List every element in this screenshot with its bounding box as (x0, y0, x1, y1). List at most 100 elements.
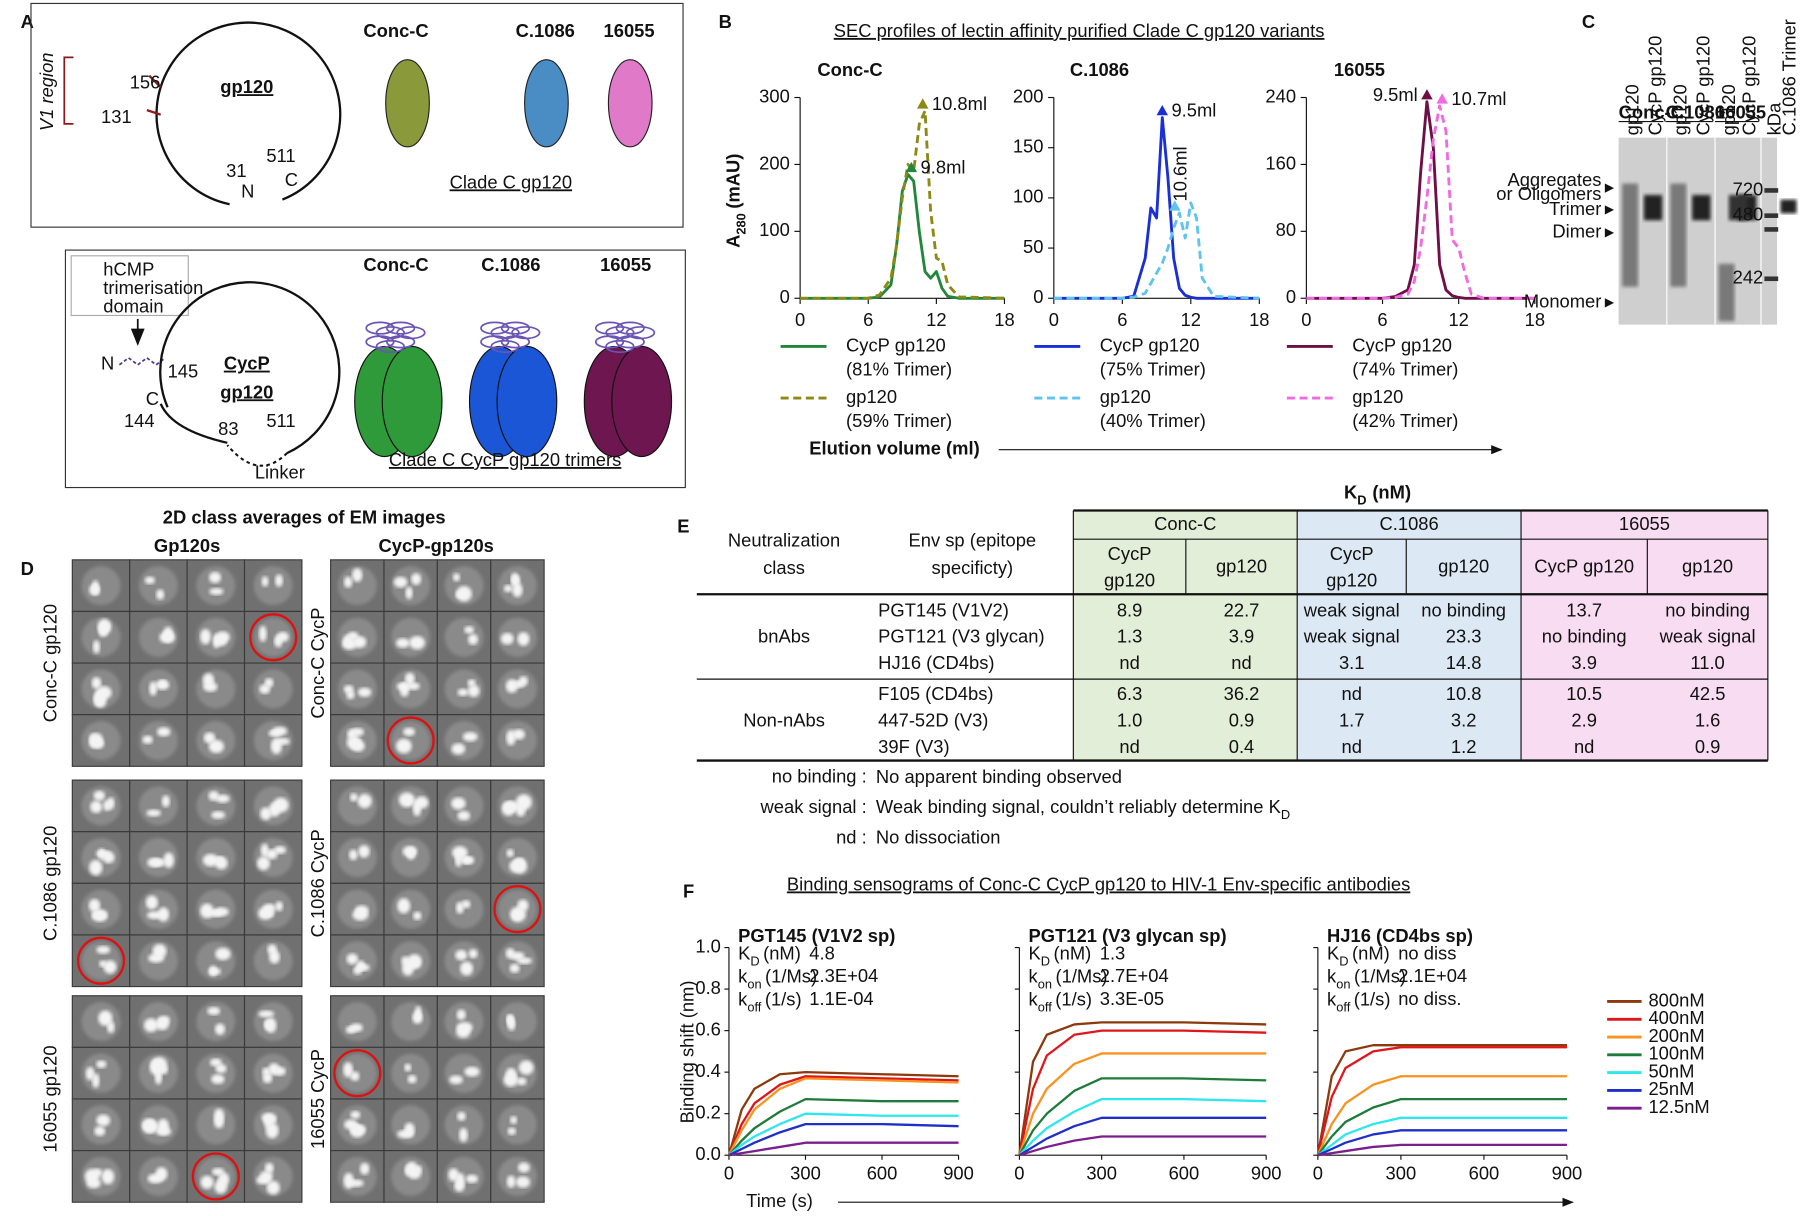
x-tick-label: 600 (1169, 1163, 1200, 1184)
em-halo (253, 669, 293, 709)
kd-cell: 3.9 (1229, 626, 1255, 647)
residue: 511 (266, 410, 295, 431)
lane-label: gp120 (1670, 84, 1691, 135)
em-halo (337, 1156, 377, 1196)
em-density (256, 1176, 271, 1185)
footnote-key: no binding : (772, 766, 867, 787)
em-density (156, 589, 165, 600)
peak-label: 9.5ml (1373, 84, 1418, 105)
helix (480, 321, 510, 335)
gel-smear (1622, 183, 1639, 287)
em-density (516, 957, 533, 965)
lane-label: gp120 (1718, 84, 1739, 135)
em-density (101, 1169, 115, 1185)
em-density (142, 735, 153, 744)
helix (386, 321, 416, 335)
legend-label: 400nM (1648, 1007, 1704, 1028)
em-density (90, 800, 103, 814)
em-halo (337, 1002, 377, 1042)
em-density (460, 961, 474, 976)
x-tick-label: 0 (1014, 1163, 1024, 1184)
row-label: Conc-C CycP (307, 607, 328, 718)
antibody-cell: PGT121 (V3 glycan) (878, 626, 1044, 647)
em-halo (444, 617, 484, 657)
kd-cell: 23.3 (1446, 626, 1482, 647)
x-tick-label: 900 (1251, 1163, 1282, 1184)
sensogram (728, 1122, 959, 1157)
domain-label: domain (103, 295, 163, 316)
y-tick-label: 80 (1276, 219, 1296, 240)
helix (594, 321, 625, 335)
peak-marker (905, 161, 918, 173)
sec-trace (1053, 116, 1260, 300)
sub-header: gp120 (1104, 569, 1155, 590)
trimer-subunit (496, 345, 558, 458)
highlight-circle (191, 1152, 240, 1201)
em-density (347, 1179, 364, 1187)
em-halo (138, 889, 178, 929)
legend-label: 50nM (1648, 1060, 1694, 1081)
em-density (412, 800, 422, 817)
em-density (202, 673, 215, 688)
em-density (156, 727, 171, 737)
kd-cell: 8.9 (1117, 599, 1143, 620)
x-tick-label: 18 (994, 309, 1014, 330)
em-density (273, 797, 289, 813)
em-density (510, 572, 519, 586)
em-density (513, 858, 528, 874)
kd-cell: 2.9 (1571, 709, 1597, 730)
em-density (460, 856, 475, 865)
param-name: KD (nM) (1327, 942, 1390, 968)
variant-label: C.1086 (481, 254, 540, 275)
band-arrow (1604, 228, 1615, 238)
highlight-circle (249, 613, 298, 662)
helix (365, 335, 395, 349)
param-name-part: (nM) (1054, 942, 1092, 963)
sensogram (1316, 1097, 1567, 1156)
em-density (456, 1009, 466, 1021)
helix (500, 321, 531, 335)
band-label: Aggregates (1507, 169, 1601, 190)
legend-label: CycP gp120 (1100, 334, 1200, 355)
c-term: C (146, 388, 159, 409)
n-term: N (241, 181, 254, 202)
panel-letter: D (21, 558, 34, 579)
em-density (211, 811, 226, 819)
em-density (515, 1176, 531, 1188)
param-name-part: (1/Ms) (1354, 965, 1406, 986)
marker-band (1764, 188, 1779, 193)
em-density (96, 1060, 107, 1069)
antibody-cell: 39F (V3) (878, 736, 949, 757)
kd-cell: no binding (1665, 599, 1750, 620)
em-density (211, 1074, 225, 1085)
x-tick-label: 900 (943, 1163, 974, 1184)
sub-header: gp120 (1326, 569, 1377, 590)
linker-label: Linker (255, 462, 305, 483)
em-density (457, 810, 471, 821)
sub-header: gp120 (1682, 556, 1733, 577)
em-density (103, 960, 117, 974)
x-axis-label: Time (s) (746, 1190, 813, 1211)
gel-group: Conc-C (1619, 101, 1684, 122)
em-halo (497, 838, 537, 878)
y-tick-label: 0.8 (695, 977, 721, 998)
peak-label: 9.5ml (1171, 100, 1216, 121)
em-density (147, 857, 163, 868)
em-density (214, 1179, 228, 1194)
param-name-part: (nM) (763, 942, 801, 963)
param-name: KD (nM) (1029, 942, 1092, 968)
em-density (349, 1023, 363, 1032)
em-density (350, 1071, 360, 1082)
row-label: 16055 gp120 (39, 1045, 60, 1152)
em-density (402, 796, 412, 805)
v1-bracket (63, 56, 74, 125)
em-density (461, 900, 471, 909)
y-tick-label: 0.0 (695, 1143, 721, 1164)
em-density (93, 790, 106, 801)
em-density (467, 679, 476, 687)
sensogram (1316, 1075, 1567, 1156)
sensogram (1018, 1052, 1267, 1156)
kd-cell: 14.8 (1446, 652, 1482, 673)
em-density (88, 898, 101, 913)
x-tick-label: 0 (795, 309, 805, 330)
